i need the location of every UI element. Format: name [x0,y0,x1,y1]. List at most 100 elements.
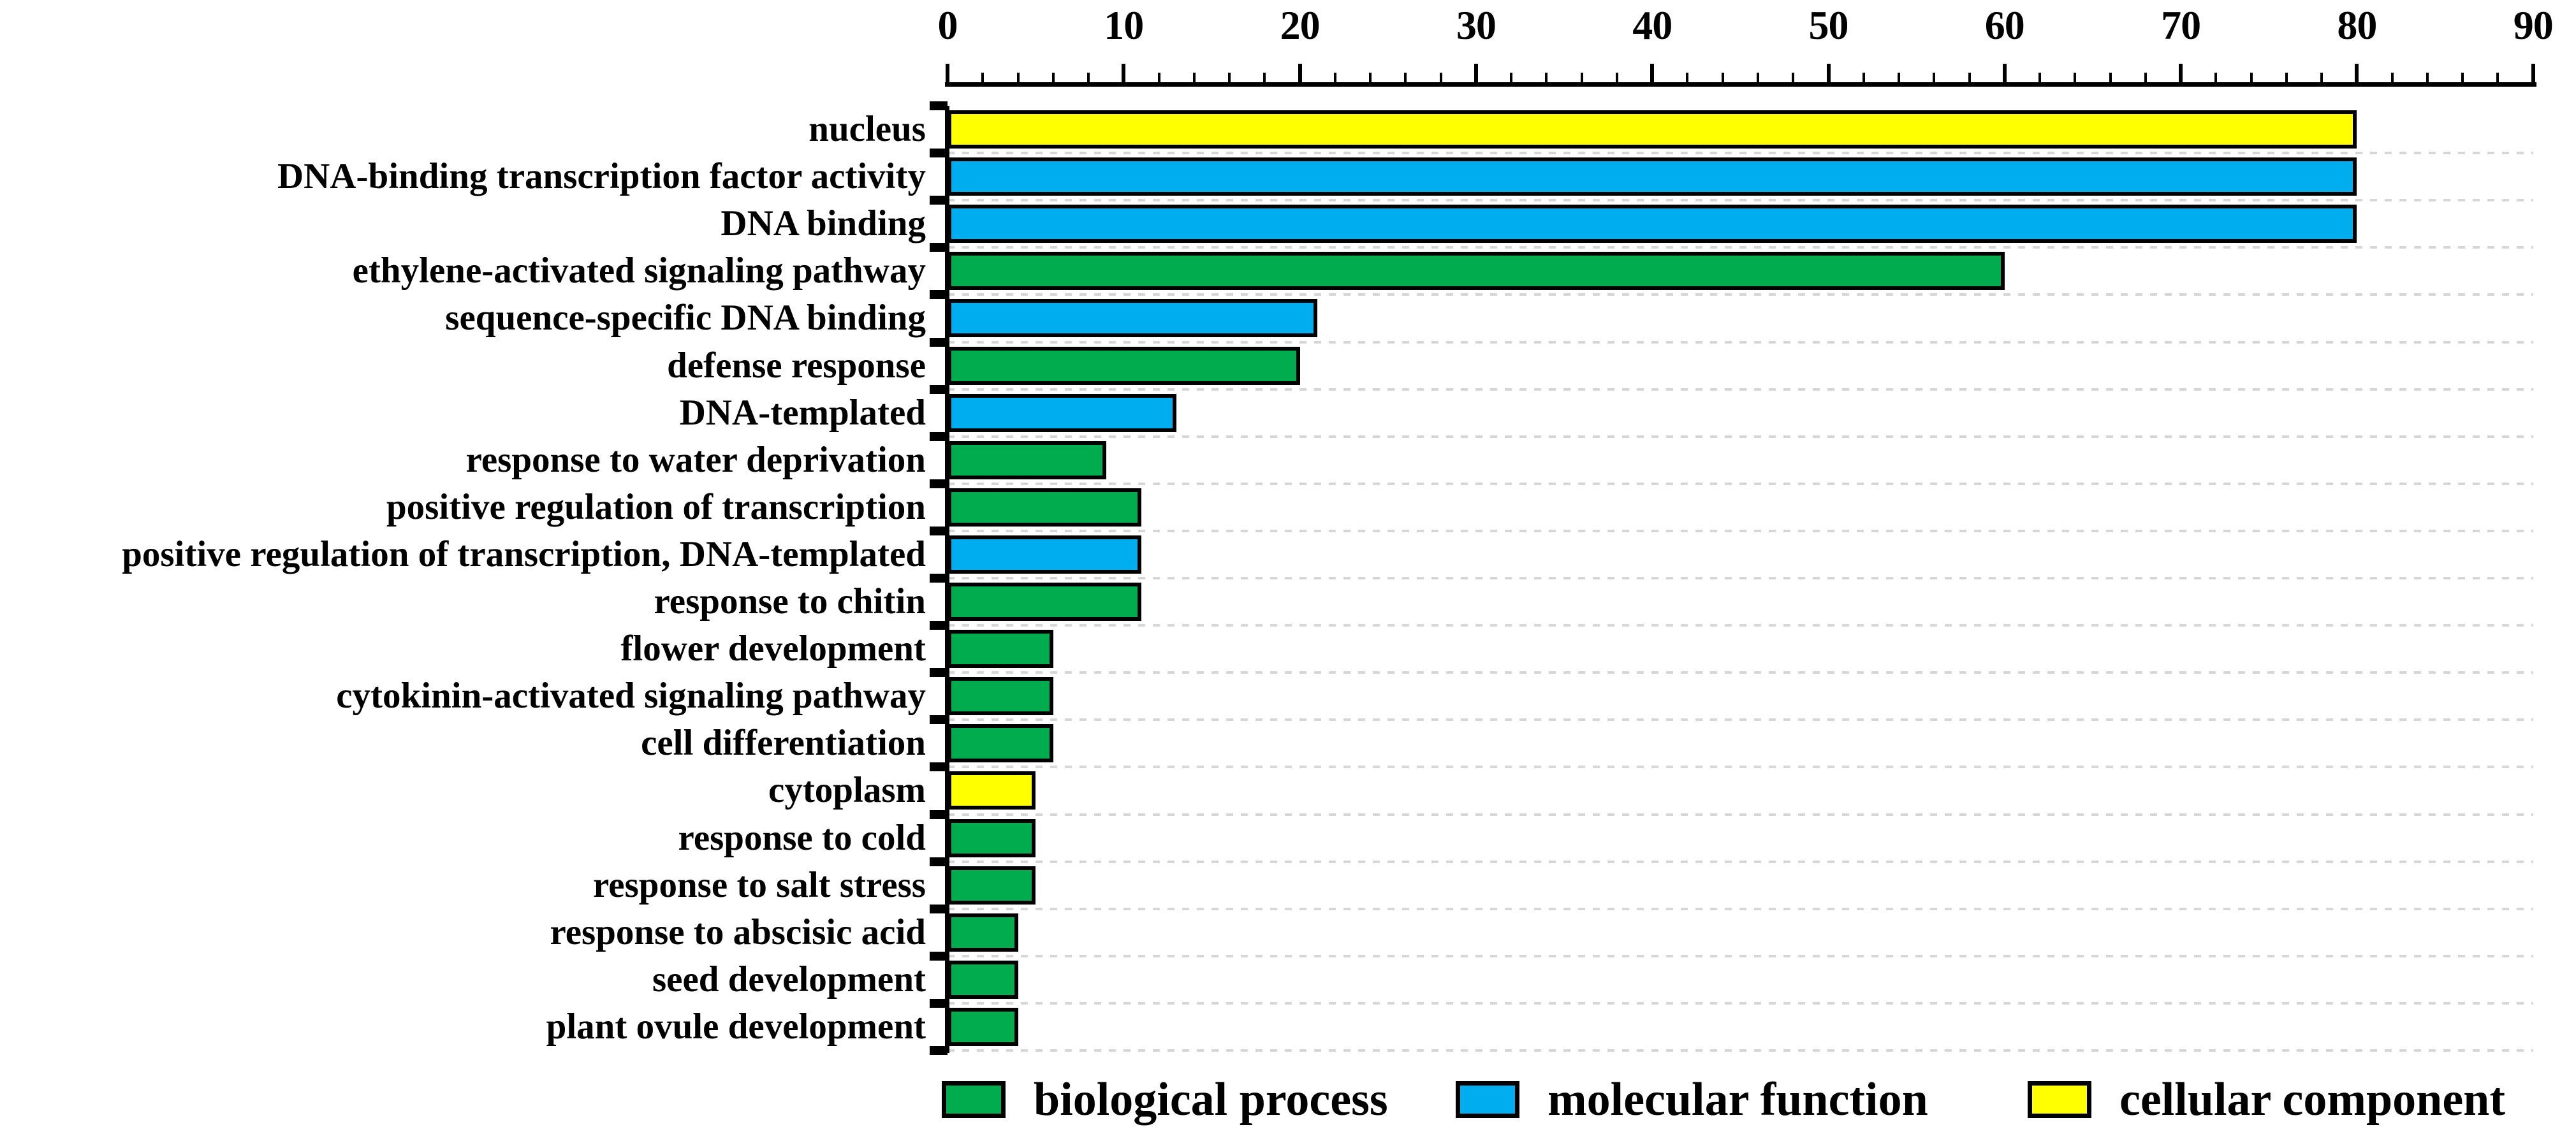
gridline [948,624,2533,627]
x-axis-minor-tick [1968,73,1971,82]
bar [948,818,1036,857]
gridline [948,340,2533,344]
bar [948,205,2357,243]
gridline [948,199,2533,202]
category-label: cytokinin-activated signaling pathway [336,676,926,716]
y-axis-tick [930,101,948,110]
x-axis-tick-label: 70 [2161,3,2201,48]
y-axis-tick [930,243,948,252]
x-axis-minor-tick [1686,73,1689,82]
gridline [948,388,2533,391]
x-axis-minor-tick [1404,73,1407,82]
gridline [948,482,2533,485]
x-axis-minor-tick [1051,73,1055,82]
gridline [948,529,2533,532]
x-axis-line [945,82,2536,87]
x-axis-minor-tick [2285,73,2288,82]
gridline [948,1001,2533,1005]
gridline [948,577,2533,579]
x-axis-minor-tick [1369,73,1372,82]
x-axis-minor-tick [2390,73,2394,82]
bar [948,583,1141,621]
bar [948,724,1053,763]
gridline [948,718,2533,722]
y-axis-tick [930,149,948,158]
x-axis-minor-tick [2144,73,2147,82]
bar [948,771,1036,810]
gridline [948,860,2533,863]
x-axis-minor-tick [981,73,984,82]
y-axis-tick [930,621,948,630]
x-axis-minor-tick [1192,73,1196,82]
x-axis-tick-label: 60 [1984,3,2025,48]
category-label: DNA-binding transcription factor activit… [277,156,926,197]
bar [948,393,1177,432]
y-axis-tick [930,574,948,583]
category-label: DNA binding [721,203,926,244]
x-axis-minor-tick [2038,73,2042,82]
x-axis-minor-tick [1228,73,1231,82]
y-axis-tick [930,432,948,441]
x-axis-tick-label: 0 [937,3,958,48]
y-axis-tick [930,1046,948,1055]
y-axis-tick [930,290,948,300]
x-axis-major-tick [2531,64,2535,82]
bar [948,630,1053,669]
x-axis-tick-label: 80 [2337,3,2377,48]
gridline [948,813,2533,816]
x-axis-major-tick [1298,64,1302,82]
category-label: positive regulation of transcription, DN… [122,534,926,574]
bar [948,866,1036,905]
bar [948,535,1141,574]
x-axis-minor-tick [1721,73,1724,82]
category-label: cell differentiation [641,723,926,764]
gridline [948,435,2533,438]
bar [948,488,1141,527]
x-axis-major-tick [1650,64,1655,82]
x-axis-tick-label: 30 [1456,3,1497,48]
legend-swatch-molecular-function [1456,1081,1519,1118]
x-axis-minor-tick [1580,73,1583,82]
x-axis-minor-tick [2461,73,2464,82]
x-axis-minor-tick [1615,73,1618,82]
category-label: response to cold [678,817,926,858]
x-axis-minor-tick [1087,73,1090,82]
gridline [948,766,2533,769]
bar [948,110,2357,149]
x-axis-minor-tick [2496,73,2499,82]
bar [948,157,2357,196]
legend-swatch-biological-process [942,1081,1006,1118]
category-label: response to chitin [654,581,926,621]
bar [948,1007,1018,1046]
y-axis-tick [930,951,948,961]
bar [948,299,1318,338]
gridline [948,954,2533,957]
category-label: ethylene-activated signaling pathway [352,251,926,291]
x-axis-minor-tick [2320,73,2324,82]
gridline [948,152,2533,155]
y-axis-tick [930,715,948,725]
category-label: defense response [667,345,926,386]
category-label: response to water deprivation [465,439,926,480]
x-axis-major-tick [2355,64,2359,82]
category-label: response to salt stress [593,864,926,905]
x-axis-major-tick [2179,64,2183,82]
x-axis-minor-tick [1898,73,1901,82]
category-label: sequence-specific DNA binding [445,298,926,338]
bar [948,440,1106,479]
legend-item: molecular function [1456,1073,1928,1126]
bar [948,346,1300,385]
y-axis-tick [930,337,948,347]
x-axis-major-tick [1122,64,1126,82]
x-axis-minor-tick [2250,73,2253,82]
x-axis-minor-tick [1157,73,1160,82]
x-axis-minor-tick [1756,73,1759,82]
bar [948,252,2005,291]
x-axis-tick-label: 20 [1280,3,1321,48]
y-axis-tick [930,196,948,205]
y-axis-tick [930,384,948,394]
category-label: cytoplasm [768,770,926,811]
legend-label: molecular function [1548,1073,1928,1126]
x-axis-minor-tick [1792,73,1795,82]
